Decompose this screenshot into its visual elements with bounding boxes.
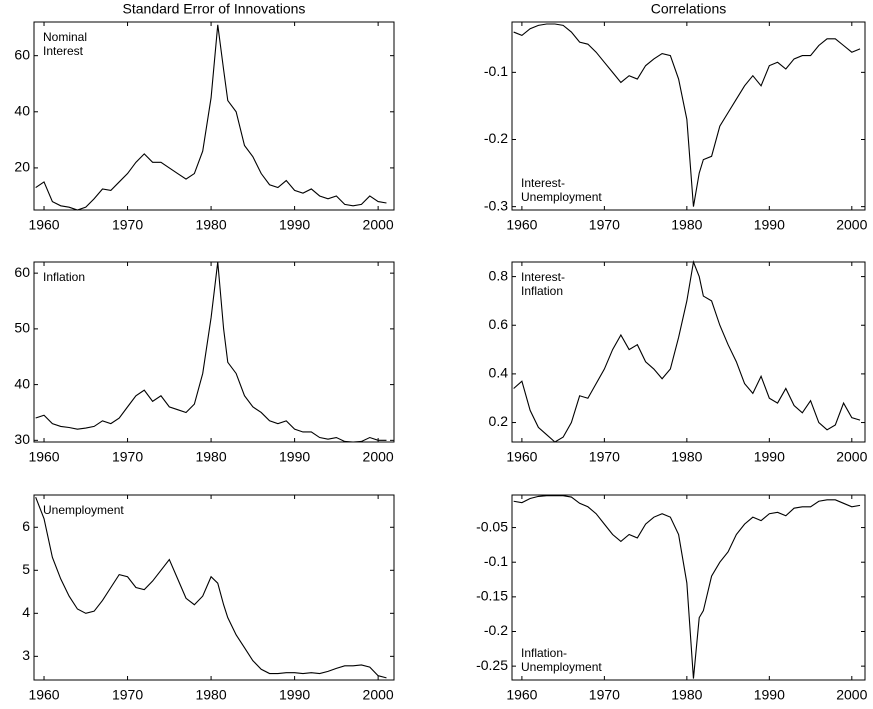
y-tick-label: 0.6 <box>489 316 509 332</box>
y-tick-label: 0.2 <box>489 413 509 429</box>
y-tick-label: 40 <box>14 375 30 391</box>
x-tick-label: 1990 <box>279 687 310 703</box>
panel-title: Standard Error of Innovations <box>123 1 306 17</box>
x-tick-label: 1980 <box>195 687 226 703</box>
x-tick-label: 1970 <box>589 687 620 703</box>
data-line <box>513 23 861 207</box>
y-tick-label: 5 <box>22 561 30 577</box>
y-tick-label: -0.2 <box>484 130 508 146</box>
panel-annotation: Inflation- <box>521 646 567 660</box>
y-tick-label: -0.2 <box>484 622 508 638</box>
data-line <box>35 496 387 679</box>
x-tick-label: 1960 <box>28 687 59 703</box>
panel-annotation: Inflation <box>43 270 85 284</box>
x-tick-label: 2000 <box>363 217 394 233</box>
x-tick-label: 1970 <box>112 449 143 465</box>
y-tick-label: -0.15 <box>476 588 508 604</box>
x-tick-label: 1990 <box>754 449 785 465</box>
x-tick-label: 2000 <box>363 449 394 465</box>
x-tick-label: 1960 <box>28 449 59 465</box>
plot-frame <box>511 21 866 211</box>
y-tick-label: 0.4 <box>489 365 509 381</box>
y-tick-label: 3 <box>22 647 30 663</box>
y-tick-label: 50 <box>14 320 30 336</box>
x-tick-label: 1970 <box>589 449 620 465</box>
x-tick-label: 1980 <box>671 449 702 465</box>
x-tick-label: 1990 <box>279 217 310 233</box>
data-line <box>35 261 387 443</box>
plot-frame <box>511 261 866 443</box>
plot-frame <box>33 494 395 681</box>
y-tick-label: 40 <box>14 102 30 118</box>
panel-annotation: Interest- <box>521 176 565 190</box>
x-tick-label: 1990 <box>754 687 785 703</box>
y-tick-label: 30 <box>14 431 30 447</box>
y-tick-label: 60 <box>14 264 30 280</box>
x-tick-label: 2000 <box>836 687 867 703</box>
x-tick-label: 1970 <box>589 217 620 233</box>
x-tick-label: 1960 <box>28 217 59 233</box>
y-tick-label: 6 <box>22 518 30 534</box>
panel-annotation: Unemployment <box>521 190 602 204</box>
x-tick-label: 1960 <box>506 687 537 703</box>
x-tick-label: 1980 <box>671 687 702 703</box>
x-tick-label: 1980 <box>195 449 226 465</box>
data-line <box>35 24 387 211</box>
x-tick-label: 1990 <box>279 449 310 465</box>
x-tick-label: 1970 <box>112 687 143 703</box>
x-tick-label: 1960 <box>506 217 537 233</box>
y-tick-label: -0.05 <box>476 518 508 534</box>
y-tick-label: 0.8 <box>489 267 509 283</box>
x-tick-label: 1980 <box>195 217 226 233</box>
y-tick-label: -0.3 <box>484 197 508 213</box>
panel-annotation: Unemployment <box>521 660 602 674</box>
y-tick-label: -0.1 <box>484 63 508 79</box>
x-tick-label: 1980 <box>671 217 702 233</box>
panel-annotation: Interest <box>43 44 84 58</box>
x-tick-label: 1990 <box>754 217 785 233</box>
panel-annotation: Nominal <box>43 30 87 44</box>
x-tick-label: 2000 <box>836 449 867 465</box>
plot-frame <box>511 494 866 681</box>
x-tick-label: 2000 <box>836 217 867 233</box>
panel-annotation: Unemployment <box>43 503 124 517</box>
panel-annotation: Inflation <box>521 284 563 298</box>
y-tick-label: -0.25 <box>476 657 508 673</box>
data-line <box>513 495 861 679</box>
panel-annotation: Interest- <box>521 270 565 284</box>
plot-frame <box>33 261 395 443</box>
y-tick-label: 20 <box>14 159 30 175</box>
plot-frame <box>33 21 395 211</box>
data-line <box>513 259 861 443</box>
x-tick-label: 2000 <box>363 687 394 703</box>
y-tick-label: -0.1 <box>484 553 508 569</box>
x-tick-label: 1970 <box>112 217 143 233</box>
y-tick-label: 60 <box>14 46 30 62</box>
y-tick-label: 4 <box>22 604 30 620</box>
panel-title: Correlations <box>651 1 726 17</box>
x-tick-label: 1960 <box>506 449 537 465</box>
